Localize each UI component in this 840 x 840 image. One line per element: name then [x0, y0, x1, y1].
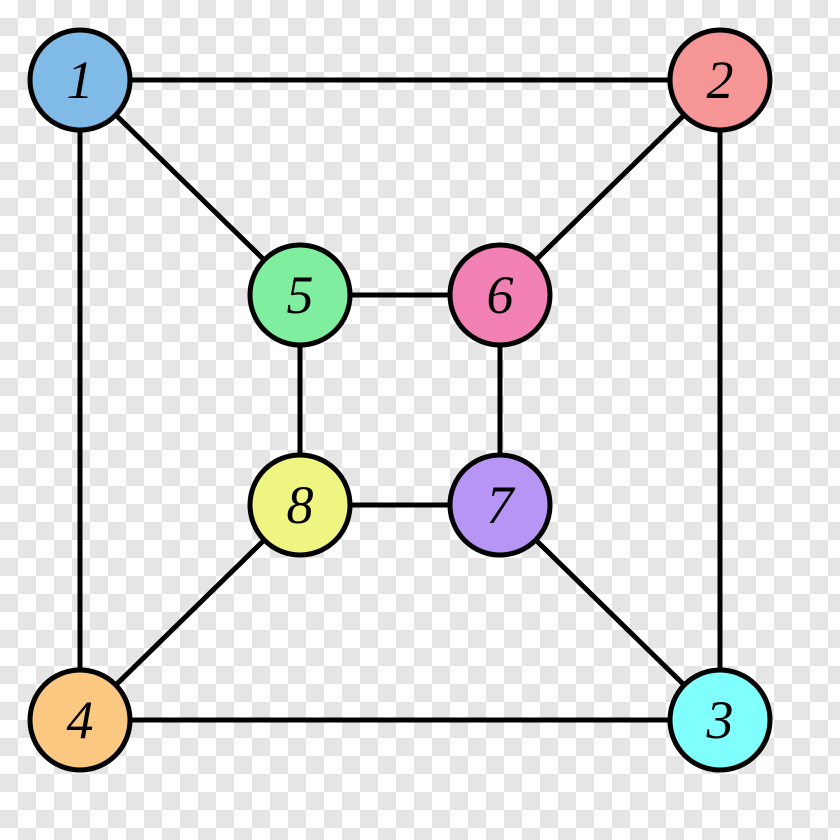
- graph-node-label: 6: [487, 265, 514, 325]
- graph-node-7: 7: [450, 455, 550, 555]
- graph-node-label: 2: [707, 50, 734, 110]
- graph-node-label: 1: [67, 50, 94, 110]
- graph-node-5: 5: [250, 245, 350, 345]
- graph-node-3: 3: [670, 670, 770, 770]
- graph-node-label: 5: [287, 265, 314, 325]
- graph-node-6: 6: [450, 245, 550, 345]
- graph-node-label: 7: [487, 475, 516, 535]
- graph-edge: [536, 115, 684, 260]
- graph-node-2: 2: [670, 30, 770, 130]
- cube-graph-diagram: 1 2 3 4 5 6 7 8: [0, 0, 840, 840]
- graph-edge: [536, 540, 684, 685]
- graph-edge: [116, 540, 264, 685]
- graph-node-label: 3: [706, 690, 734, 750]
- graph-node-label: 4: [67, 690, 94, 750]
- graph-node-8: 8: [250, 455, 350, 555]
- graph-edge: [116, 115, 264, 260]
- graph-node-4: 4: [30, 670, 130, 770]
- graph-edges-layer: [80, 80, 720, 720]
- graph-node-label: 8: [287, 475, 314, 535]
- graph-node-1: 1: [30, 30, 130, 130]
